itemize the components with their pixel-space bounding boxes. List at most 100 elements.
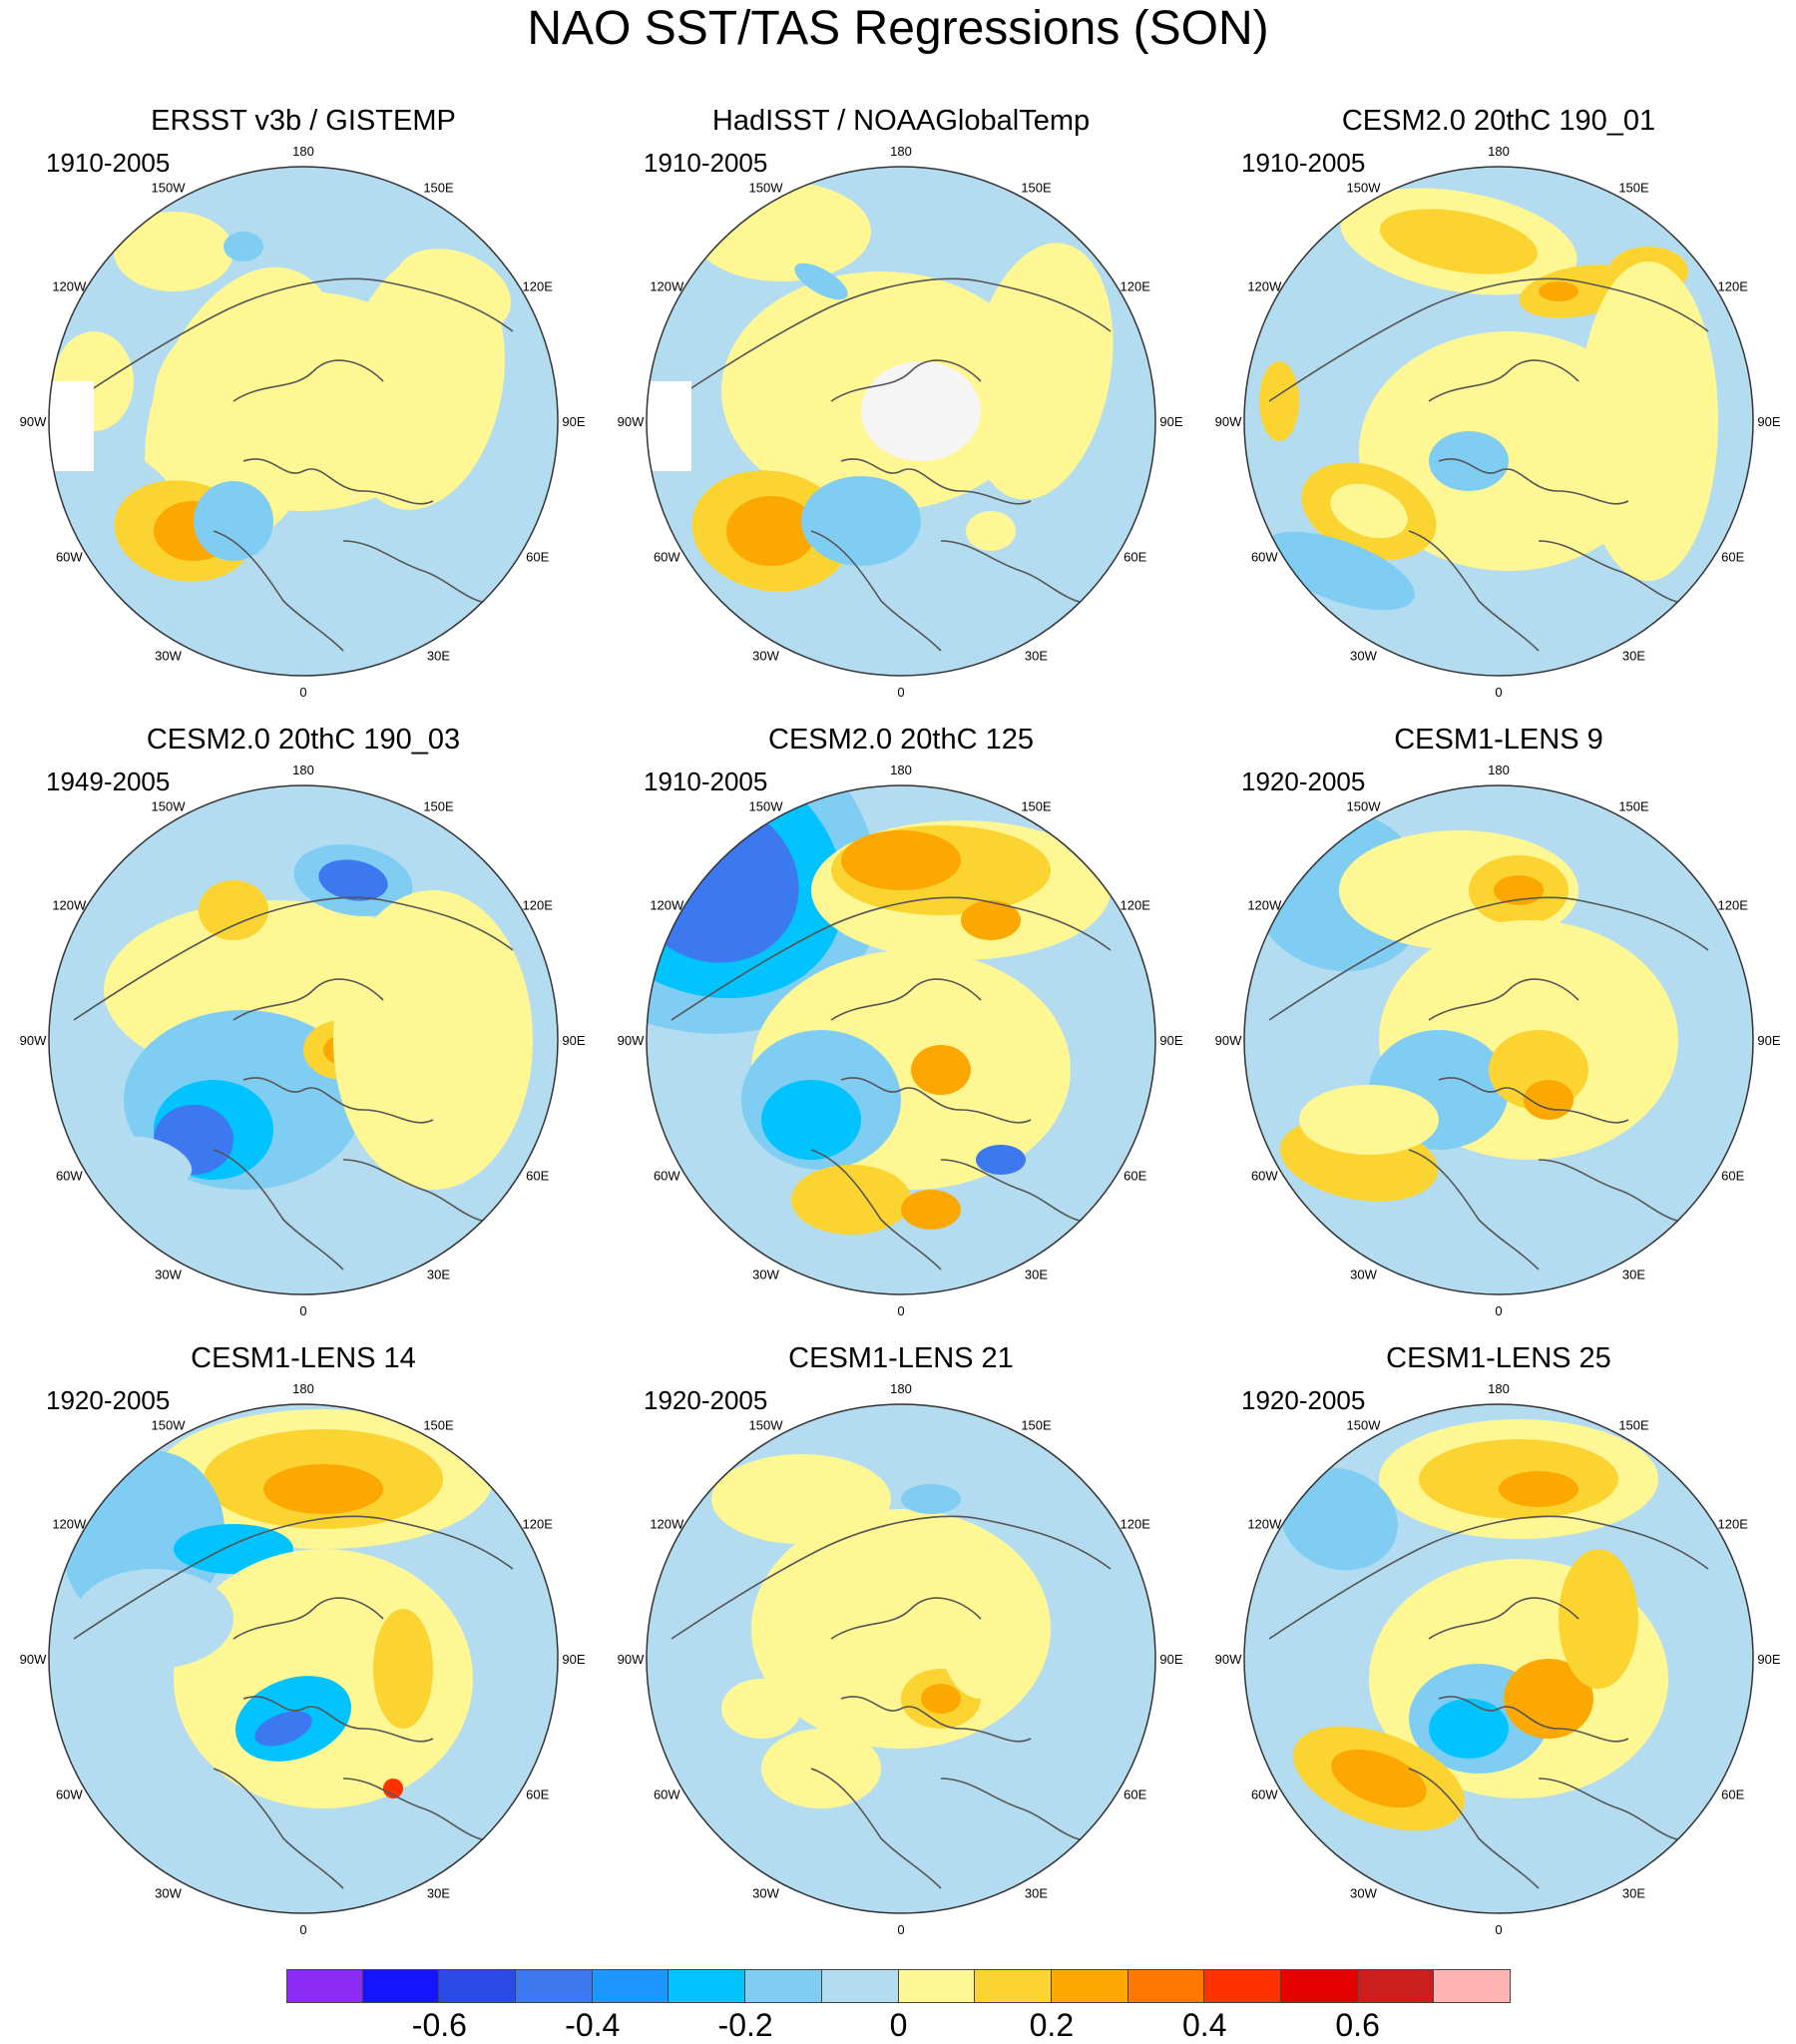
coastline [213, 530, 344, 652]
panel-period: 1949-2005 [46, 766, 170, 796]
meridian-label: 180 [1488, 1381, 1510, 1396]
meridian-label: 90W [1215, 1033, 1242, 1048]
meridian-label: 30W [1350, 649, 1377, 664]
meridian-label: 180 [1488, 144, 1510, 159]
meridian-label: 120E [1121, 898, 1151, 913]
coastline [73, 1515, 514, 1640]
meridian-label: 60W [56, 1788, 83, 1802]
coastline [232, 359, 384, 402]
colorbar-box [1357, 1969, 1435, 2003]
coastline [840, 1696, 1032, 1743]
coastline [1408, 1149, 1540, 1271]
meridian-label: 0 [299, 1922, 306, 1937]
meridian-label: 30E [1025, 649, 1048, 664]
figure-title: NAO SST/TAS Regressions (SON) [527, 2, 1269, 55]
meridian-label: 30W [155, 649, 182, 664]
meridian-label: 0 [299, 685, 306, 700]
meridian-label: 90E [1159, 1033, 1182, 1048]
map-panel: 180 150E 120E 90E 60E 30E 0 30W 60W 90W 120W 150W Ha… [618, 105, 1183, 700]
meridian-label: 60E [1123, 1169, 1146, 1184]
meridian-label: 180 [292, 1381, 314, 1396]
meridian-label: 120E [1718, 279, 1749, 294]
meridian-label: 180 [890, 763, 912, 777]
map-panel: 180 150E 120E 90E 60E 30E 0 30W 60W 90W 120W 150W CE… [20, 724, 586, 1318]
coastline [840, 1077, 1032, 1124]
colorbar-box [821, 1969, 899, 2003]
meridian-label: 150E [423, 180, 454, 195]
colorbar-label: -0.2 [717, 2007, 773, 2043]
colorbar-box [592, 1969, 670, 2003]
coastline [232, 1597, 384, 1640]
map-panel: 180 150E 120E 90E 60E 30E 0 30W 60W 90W 120W 150W CE… [618, 1342, 1183, 1937]
meridian-label: 60E [1721, 1788, 1744, 1802]
meridian-label: 60E [1123, 1788, 1146, 1802]
colorbar-label: -0.4 [565, 2007, 621, 2043]
meridian-label: 60W [654, 1169, 680, 1184]
panel-period: 1920-2005 [46, 1385, 170, 1415]
colorbar-box [286, 1969, 363, 2003]
meridian-label: 150E [1021, 1417, 1052, 1432]
colorbar-box [1127, 1969, 1205, 2003]
meridian-label: 150E [1618, 798, 1649, 813]
meridian-label: 150W [152, 1417, 187, 1432]
meridian-label: 180 [292, 144, 314, 159]
coastline [342, 1778, 504, 1841]
coastline [1538, 1159, 1699, 1223]
meridian-label: 90W [618, 414, 645, 429]
meridian-label: 90W [20, 1652, 47, 1667]
meridian-label: 60E [526, 1169, 549, 1184]
meridian-label: 30W [752, 649, 779, 664]
meridian-label: 120E [1121, 1517, 1151, 1532]
meridian-label: 60W [1251, 1169, 1278, 1184]
meridian-label: 90E [562, 414, 585, 429]
colorbar-box [669, 1969, 746, 2003]
panel-title: CESM1-LENS 9 [1394, 724, 1603, 756]
coastline [940, 540, 1102, 604]
meridian-label: 30W [155, 1268, 182, 1282]
panel-title: CESM2.0 20thC 125 [768, 724, 1034, 756]
meridian-label: 60W [654, 1788, 680, 1802]
coastline [1268, 896, 1709, 1021]
meridian-label: 60W [654, 550, 680, 565]
coastline [73, 277, 514, 402]
meridian-label: 120W [1247, 1517, 1282, 1532]
meridian-label: 150W [749, 798, 784, 813]
meridian-label: 60E [1721, 550, 1744, 565]
meridian-label: 150W [749, 1417, 784, 1432]
coastline [213, 1768, 344, 1889]
meridian-label: 30W [752, 1886, 779, 1901]
meridian-label: 60W [1251, 550, 1278, 565]
meridian-label: 150W [152, 798, 187, 813]
map-panel: 180 150E 120E 90E 60E 30E 0 30W 60W 90W 120W 150W ER… [20, 105, 586, 700]
meridian-label: 150E [423, 1417, 454, 1432]
panel-title: HadISST / NOAAGlobalTemp [712, 105, 1090, 137]
meridian-label: 150E [1021, 798, 1052, 813]
map-panel: 180 150E 120E 90E 60E 30E 0 30W 60W 90W 120W 150W CE… [1215, 724, 1781, 1318]
meridian-label: 90W [618, 1033, 645, 1048]
meridian-label: 150W [749, 180, 784, 195]
colorbar-label: 0.4 [1182, 2007, 1227, 2043]
meridian-label: 120E [1718, 898, 1749, 913]
meridian-label: 120W [52, 898, 87, 913]
meridian-label: 90W [20, 1033, 47, 1048]
meridian-label: 120E [1718, 1517, 1749, 1532]
meridian-label: 150W [1347, 1417, 1382, 1432]
meridian-label: 30E [1025, 1886, 1048, 1901]
panel-period: 1910-2005 [644, 148, 767, 178]
panel-title: CESM1-LENS 14 [191, 1342, 416, 1374]
panel-title: CESM2.0 20thC 190_01 [1342, 105, 1655, 137]
meridian-label: 120W [1247, 898, 1282, 913]
coastline [1428, 359, 1579, 402]
colorbar-box [898, 1969, 976, 2003]
coastline [810, 1768, 942, 1889]
coastline [840, 458, 1032, 505]
meridian-label: 150E [1618, 180, 1649, 195]
meridian-label: 0 [1495, 1922, 1502, 1937]
meridian-label: 180 [1488, 763, 1510, 777]
panel-period: 1910-2005 [1241, 148, 1365, 178]
meridian-label: 60W [1251, 1788, 1278, 1802]
meridian-label: 180 [292, 763, 314, 777]
panel-title: CESM1-LENS 21 [788, 1342, 1014, 1374]
colorbar-box [362, 1969, 440, 2003]
meridian-label: 120W [1247, 279, 1282, 294]
